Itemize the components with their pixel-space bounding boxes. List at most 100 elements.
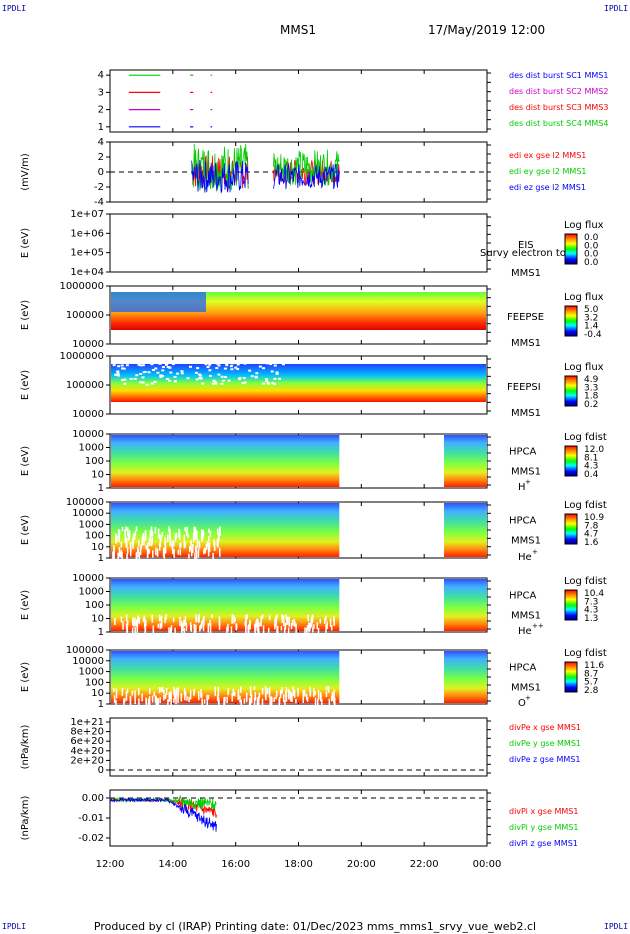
spectrogram-gap	[334, 697, 336, 707]
y-tick-label: 10	[91, 542, 104, 553]
y-tick-label: 1000	[79, 587, 104, 598]
spectrogram-gap	[304, 627, 306, 634]
spectrogram-gap	[207, 623, 210, 633]
spectrogram	[111, 364, 486, 402]
spectrogram-gap	[113, 695, 116, 703]
spectrogram-gap	[199, 374, 203, 377]
spectrogram-gap	[153, 691, 156, 697]
spectrogram-gap	[139, 381, 143, 384]
spectrogram-gap	[223, 697, 225, 706]
spectrogram-gap	[200, 621, 203, 628]
spectrogram	[111, 503, 340, 557]
spectrogram-gap	[156, 371, 160, 374]
spectrogram-gap	[184, 694, 186, 701]
y-axis-label: E (eV)	[20, 446, 31, 476]
spectrogram-gap	[254, 376, 258, 379]
spectrogram-gap	[173, 375, 177, 378]
y-axis-label: E (eV)	[20, 370, 31, 400]
legend-entry: des dist burst SC4 MMS4	[509, 119, 608, 128]
spectrogram-gap	[319, 692, 322, 702]
colorbar-tick-label: 3.2	[584, 313, 598, 323]
spectrogram-gap	[295, 698, 297, 704]
spectrogram-gap	[208, 374, 212, 377]
spectrogram-gap	[234, 617, 236, 622]
spectrogram-gap	[118, 530, 121, 535]
spectrogram-gap	[132, 617, 134, 626]
spectrogram-gap	[257, 624, 259, 633]
spectrogram-gap	[182, 623, 184, 632]
spectrogram-gap	[245, 692, 248, 700]
y-tick-label: 2e+20	[70, 755, 104, 766]
spectrogram-gap	[235, 623, 238, 631]
spectrogram-gap	[136, 620, 139, 630]
spectrogram-gap	[156, 698, 158, 708]
spectrogram-gap	[306, 697, 309, 702]
spectrogram-gap	[195, 550, 198, 561]
spectrogram-gap	[150, 539, 152, 546]
spectrogram-gap	[174, 691, 176, 700]
legend-entry: des dist burst SC2 MMS2	[509, 87, 608, 96]
spectrogram-gap	[256, 697, 259, 708]
spectrogram-gap	[212, 552, 214, 562]
spectrogram-gap	[211, 382, 215, 385]
legend-entry: divPe z gse MMS1	[509, 755, 580, 764]
colorbar-tick-label: 5.7	[584, 678, 598, 688]
y-tick-label: 0	[98, 765, 104, 776]
spectrogram-gap	[154, 367, 158, 370]
spectrogram-gap	[165, 614, 167, 620]
colorbar-tick-label: 10.9	[584, 513, 604, 523]
spectrogram-gap	[281, 614, 283, 623]
spectrogram-gap	[183, 540, 186, 549]
legend-entry: edi ex gse l2 MMS1	[509, 151, 586, 160]
spectrogram-gap	[138, 698, 140, 708]
spectrogram-gap	[147, 698, 150, 709]
spectrogram-gap	[113, 545, 115, 555]
spectrogram-gap	[195, 614, 197, 623]
spectrogram-gap	[129, 541, 132, 549]
y-tick-label: 1	[98, 122, 104, 133]
spectrogram-gap	[264, 686, 267, 691]
spectrogram-gap	[198, 691, 200, 701]
spectrogram-gap	[194, 527, 197, 533]
colorbar-tick-label: 4.3	[584, 606, 598, 616]
spectrogram-gap	[128, 530, 131, 538]
y-axis-label: E (eV)	[20, 662, 31, 692]
spectrogram-gap	[175, 694, 177, 705]
spectrogram-gap	[160, 620, 163, 629]
spectrogram-gap	[227, 688, 230, 694]
colorbar	[564, 445, 578, 477]
colorbar-tick-label: 10.4	[584, 589, 604, 599]
colorbar	[564, 305, 578, 337]
spectrogram-gap	[183, 619, 185, 627]
spectrogram-gap	[126, 530, 129, 536]
spectrogram-gap	[285, 687, 288, 693]
spectrogram-gap	[279, 689, 282, 698]
y-axis-label: E (eV)	[20, 300, 31, 330]
spectrogram-gap	[230, 626, 233, 636]
spectrogram-gap	[183, 534, 186, 544]
spectrogram-gap	[170, 699, 172, 709]
spectrogram-gap	[306, 624, 309, 631]
spectrogram-gap	[157, 528, 160, 538]
spectrogram-gap	[169, 693, 172, 700]
spectrogram-gap	[290, 623, 293, 630]
species-charge: +	[525, 478, 531, 486]
spectrogram-gap	[168, 526, 170, 533]
spectrogram-gap	[151, 695, 154, 703]
spectrogram-gap	[180, 370, 184, 373]
spectrogram-gap	[327, 686, 330, 693]
spectrogram-gap	[143, 536, 145, 546]
spectrogram-gap	[192, 532, 195, 543]
spectrogram-gap	[159, 623, 161, 630]
spectrogram-gap	[201, 382, 205, 385]
spectrogram-gap	[173, 549, 175, 558]
y-tick-label: 10	[91, 688, 104, 699]
y-tick-label: 1000000	[59, 281, 104, 292]
instrument-label: HPCA	[509, 591, 537, 602]
colorbar-title: Log flux	[564, 220, 604, 231]
corner-label-top-right: IPDLI	[604, 4, 629, 13]
y-tick-label: 0	[98, 167, 104, 178]
spectrogram-gap	[283, 620, 285, 627]
spectrogram-gap	[161, 532, 164, 537]
spectrogram-gap	[157, 698, 160, 706]
